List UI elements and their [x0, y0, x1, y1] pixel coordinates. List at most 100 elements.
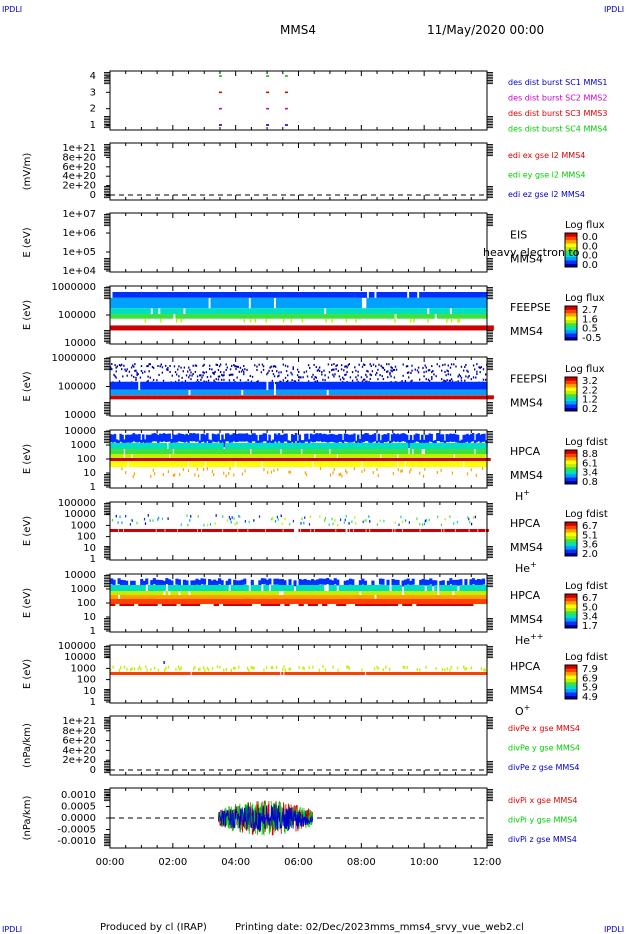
- spectrogram-cell: [391, 370, 393, 373]
- spectrogram-cell: [356, 434, 360, 443]
- colorbar-tick-label: 6.1: [582, 458, 598, 469]
- spectrogram-cell: [190, 580, 194, 587]
- spectrogram-cell: [373, 585, 378, 591]
- spectrogram-cell: [397, 672, 400, 675]
- spectrogram-cell: [192, 449, 196, 454]
- spectrogram-cell: [479, 381, 483, 390]
- spectrogram-cell: [197, 515, 199, 518]
- spectrogram-cell: [316, 369, 319, 372]
- spectrogram-cell: [364, 449, 367, 454]
- spectrogram-cell: [136, 373, 138, 376]
- spectrogram-cell: [316, 390, 320, 396]
- spectrogram-cell: [284, 364, 287, 367]
- colorbar-segment: [565, 309, 577, 314]
- spectrogram-cell: [447, 672, 450, 675]
- spectrogram-cell: [110, 458, 114, 461]
- spectrogram-cell: [117, 449, 121, 454]
- spectrogram-cell: [323, 325, 331, 331]
- spectrogram-cell: [248, 595, 252, 599]
- spectrogram-cell: [461, 458, 466, 461]
- spectrogram-cell: [383, 308, 388, 315]
- spectrogram-cell: [254, 364, 256, 367]
- edi-edge-mark: [104, 190, 110, 192]
- spectrogram-cell: [225, 297, 229, 309]
- spectrogram-cell: [234, 454, 237, 458]
- spectrogram-cell: [241, 461, 245, 467]
- colorbar-segment: [565, 611, 577, 615]
- spectrogram-cell: [468, 449, 471, 454]
- spectrogram-cell: [378, 292, 383, 298]
- spectrogram-cell: [463, 672, 466, 675]
- spectrogram-cell: [133, 375, 135, 378]
- spectrogram-cell: [143, 443, 147, 449]
- spectrogram-cell: [265, 292, 269, 298]
- spectrogram-cell: [405, 365, 408, 368]
- spectrogram-cell: [276, 672, 279, 675]
- spectrogram-cell: [454, 454, 458, 458]
- spectrogram-cell: [226, 519, 229, 522]
- spectrogram-cell: [484, 668, 486, 672]
- spectrogram-cell: [463, 665, 465, 669]
- spectrogram-cell: [439, 292, 443, 298]
- spectrogram-cell: [167, 314, 171, 319]
- spectrogram-cell: [153, 458, 158, 461]
- colorbar-segment: [565, 552, 577, 557]
- spectrogram-cell: [343, 443, 347, 449]
- spectrogram-cell: [127, 595, 131, 599]
- spectrogram-cell: [295, 314, 300, 319]
- hpca_he1-edge-mark: [487, 514, 493, 516]
- spectrogram-cell: [172, 473, 175, 477]
- spectrogram-cell: [160, 390, 164, 396]
- hpca_he2-edge-mark: [487, 626, 493, 627]
- spectrogram-cell: [321, 443, 324, 449]
- spectrogram-cell: [383, 591, 388, 595]
- spectrogram-cell: [192, 667, 195, 671]
- spectrogram-cell: [358, 443, 362, 449]
- spectrogram-cell: [245, 433, 249, 442]
- spectrogram-cell: [281, 672, 284, 675]
- spectrogram-cell: [263, 529, 266, 532]
- spectrogram-cell: [400, 443, 403, 449]
- spectrogram-cell: [382, 378, 385, 381]
- hpca_he1-edge-mark: [487, 550, 493, 552]
- spectrogram-cell: [169, 672, 172, 675]
- spectrogram-cell: [451, 308, 455, 315]
- spectrogram-cell: [334, 434, 337, 443]
- spectrogram-cell: [151, 443, 154, 449]
- spectrogram-cell: [258, 297, 262, 309]
- spectrogram-cell: [250, 585, 254, 591]
- spectrogram-cell: [351, 454, 354, 458]
- spectrogram-cell: [468, 454, 471, 458]
- spectrogram-cell: [238, 433, 241, 442]
- spectrogram-cell: [301, 599, 305, 604]
- spectrogram-cell: [480, 395, 488, 400]
- spectrogram-cell: [249, 434, 252, 443]
- spectrogram-cell: [166, 672, 169, 675]
- spectrogram-cell: [152, 314, 156, 319]
- feepse-edge-mark: [487, 287, 493, 288]
- spectrogram-cell: [128, 454, 132, 458]
- spectrogram-cell: [432, 454, 435, 458]
- spectrogram-cell: [365, 373, 367, 376]
- spectrogram-cell: [461, 591, 465, 595]
- spectrogram-cell: [190, 515, 192, 518]
- spectrogram-cell: [315, 672, 318, 675]
- spectrogram-cell: [353, 585, 357, 591]
- spectrogram-cell: [230, 461, 234, 467]
- spectrogram-cell: [263, 585, 267, 591]
- spectrogram-cell: [436, 381, 440, 390]
- spectrogram-cell: [374, 373, 377, 376]
- spectrogram-cell: [338, 449, 341, 454]
- spectrogram-cell: [355, 318, 357, 323]
- spectrogram-cell: [255, 591, 259, 595]
- spectrogram-cell: [304, 395, 312, 400]
- spectrogram-cell: [429, 297, 433, 309]
- spectrogram-cell: [247, 461, 251, 467]
- spectrogram-cell: [318, 390, 322, 396]
- spectrogram-cell: [135, 591, 139, 595]
- colorbar-segment: [565, 695, 577, 700]
- y-tick-label: 10: [83, 468, 96, 479]
- spectrogram-cell: [446, 308, 450, 315]
- spectrogram-cell: [225, 368, 227, 371]
- spectrogram-cell: [119, 458, 124, 461]
